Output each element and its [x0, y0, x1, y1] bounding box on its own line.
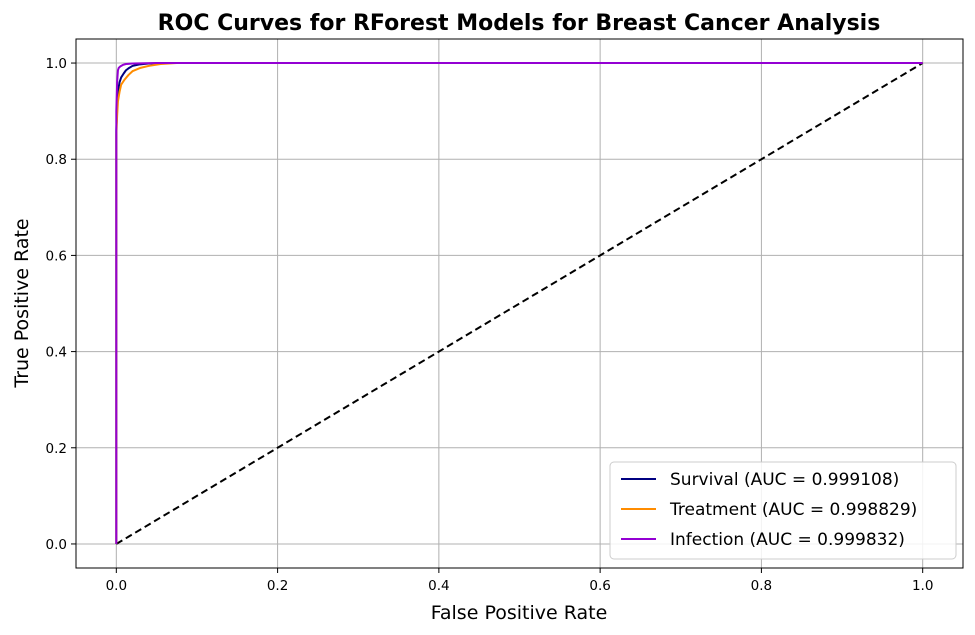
x-tick-label: 0.0 — [106, 578, 127, 594]
y-tick-label: 0.4 — [46, 345, 67, 361]
chart-title: ROC Curves for RForest Models for Breast… — [158, 11, 881, 36]
legend: Survival (AUC = 0.999108) Treatment (AUC … — [609, 461, 957, 560]
series-line-infection — [115, 62, 923, 544]
legend-label: Treatment (AUC = 0.998829) — [669, 500, 917, 520]
legend-label: Infection (AUC = 0.999832) — [670, 530, 905, 550]
legend-label: Survival (AUC = 0.999108) — [670, 470, 899, 490]
x-tick-label: 0.2 — [267, 578, 288, 594]
y-tick-label: 1.0 — [46, 56, 67, 72]
y-tick-label: 0.8 — [46, 152, 67, 168]
y-tick-label: 0.2 — [46, 441, 67, 457]
plot-frame — [75, 38, 964, 569]
y-ticks: 0.0 0.2 0.4 0.6 0.8 1.0 — [46, 56, 76, 553]
x-tick-label: 0.6 — [589, 578, 610, 594]
x-tick-label: 0.4 — [428, 578, 449, 594]
x-ticks: 0.0 0.2 0.4 0.6 0.8 1.0 — [106, 568, 933, 594]
y-tick-label: 0.0 — [46, 537, 67, 553]
chance-diagonal-line — [115, 62, 924, 545]
chance-line-group — [115, 62, 924, 545]
series-lines — [115, 62, 923, 544]
legend-box — [609, 461, 957, 560]
y-axis-label: True Positive Rate — [11, 218, 33, 388]
x-tick-label: 1.0 — [912, 578, 933, 594]
y-tick-label: 0.6 — [46, 248, 67, 264]
legend-items: Survival (AUC = 0.999108) Treatment (AUC … — [621, 470, 917, 550]
x-tick-label: 0.8 — [751, 578, 772, 594]
x-axis-label: False Positive Rate — [431, 602, 608, 624]
